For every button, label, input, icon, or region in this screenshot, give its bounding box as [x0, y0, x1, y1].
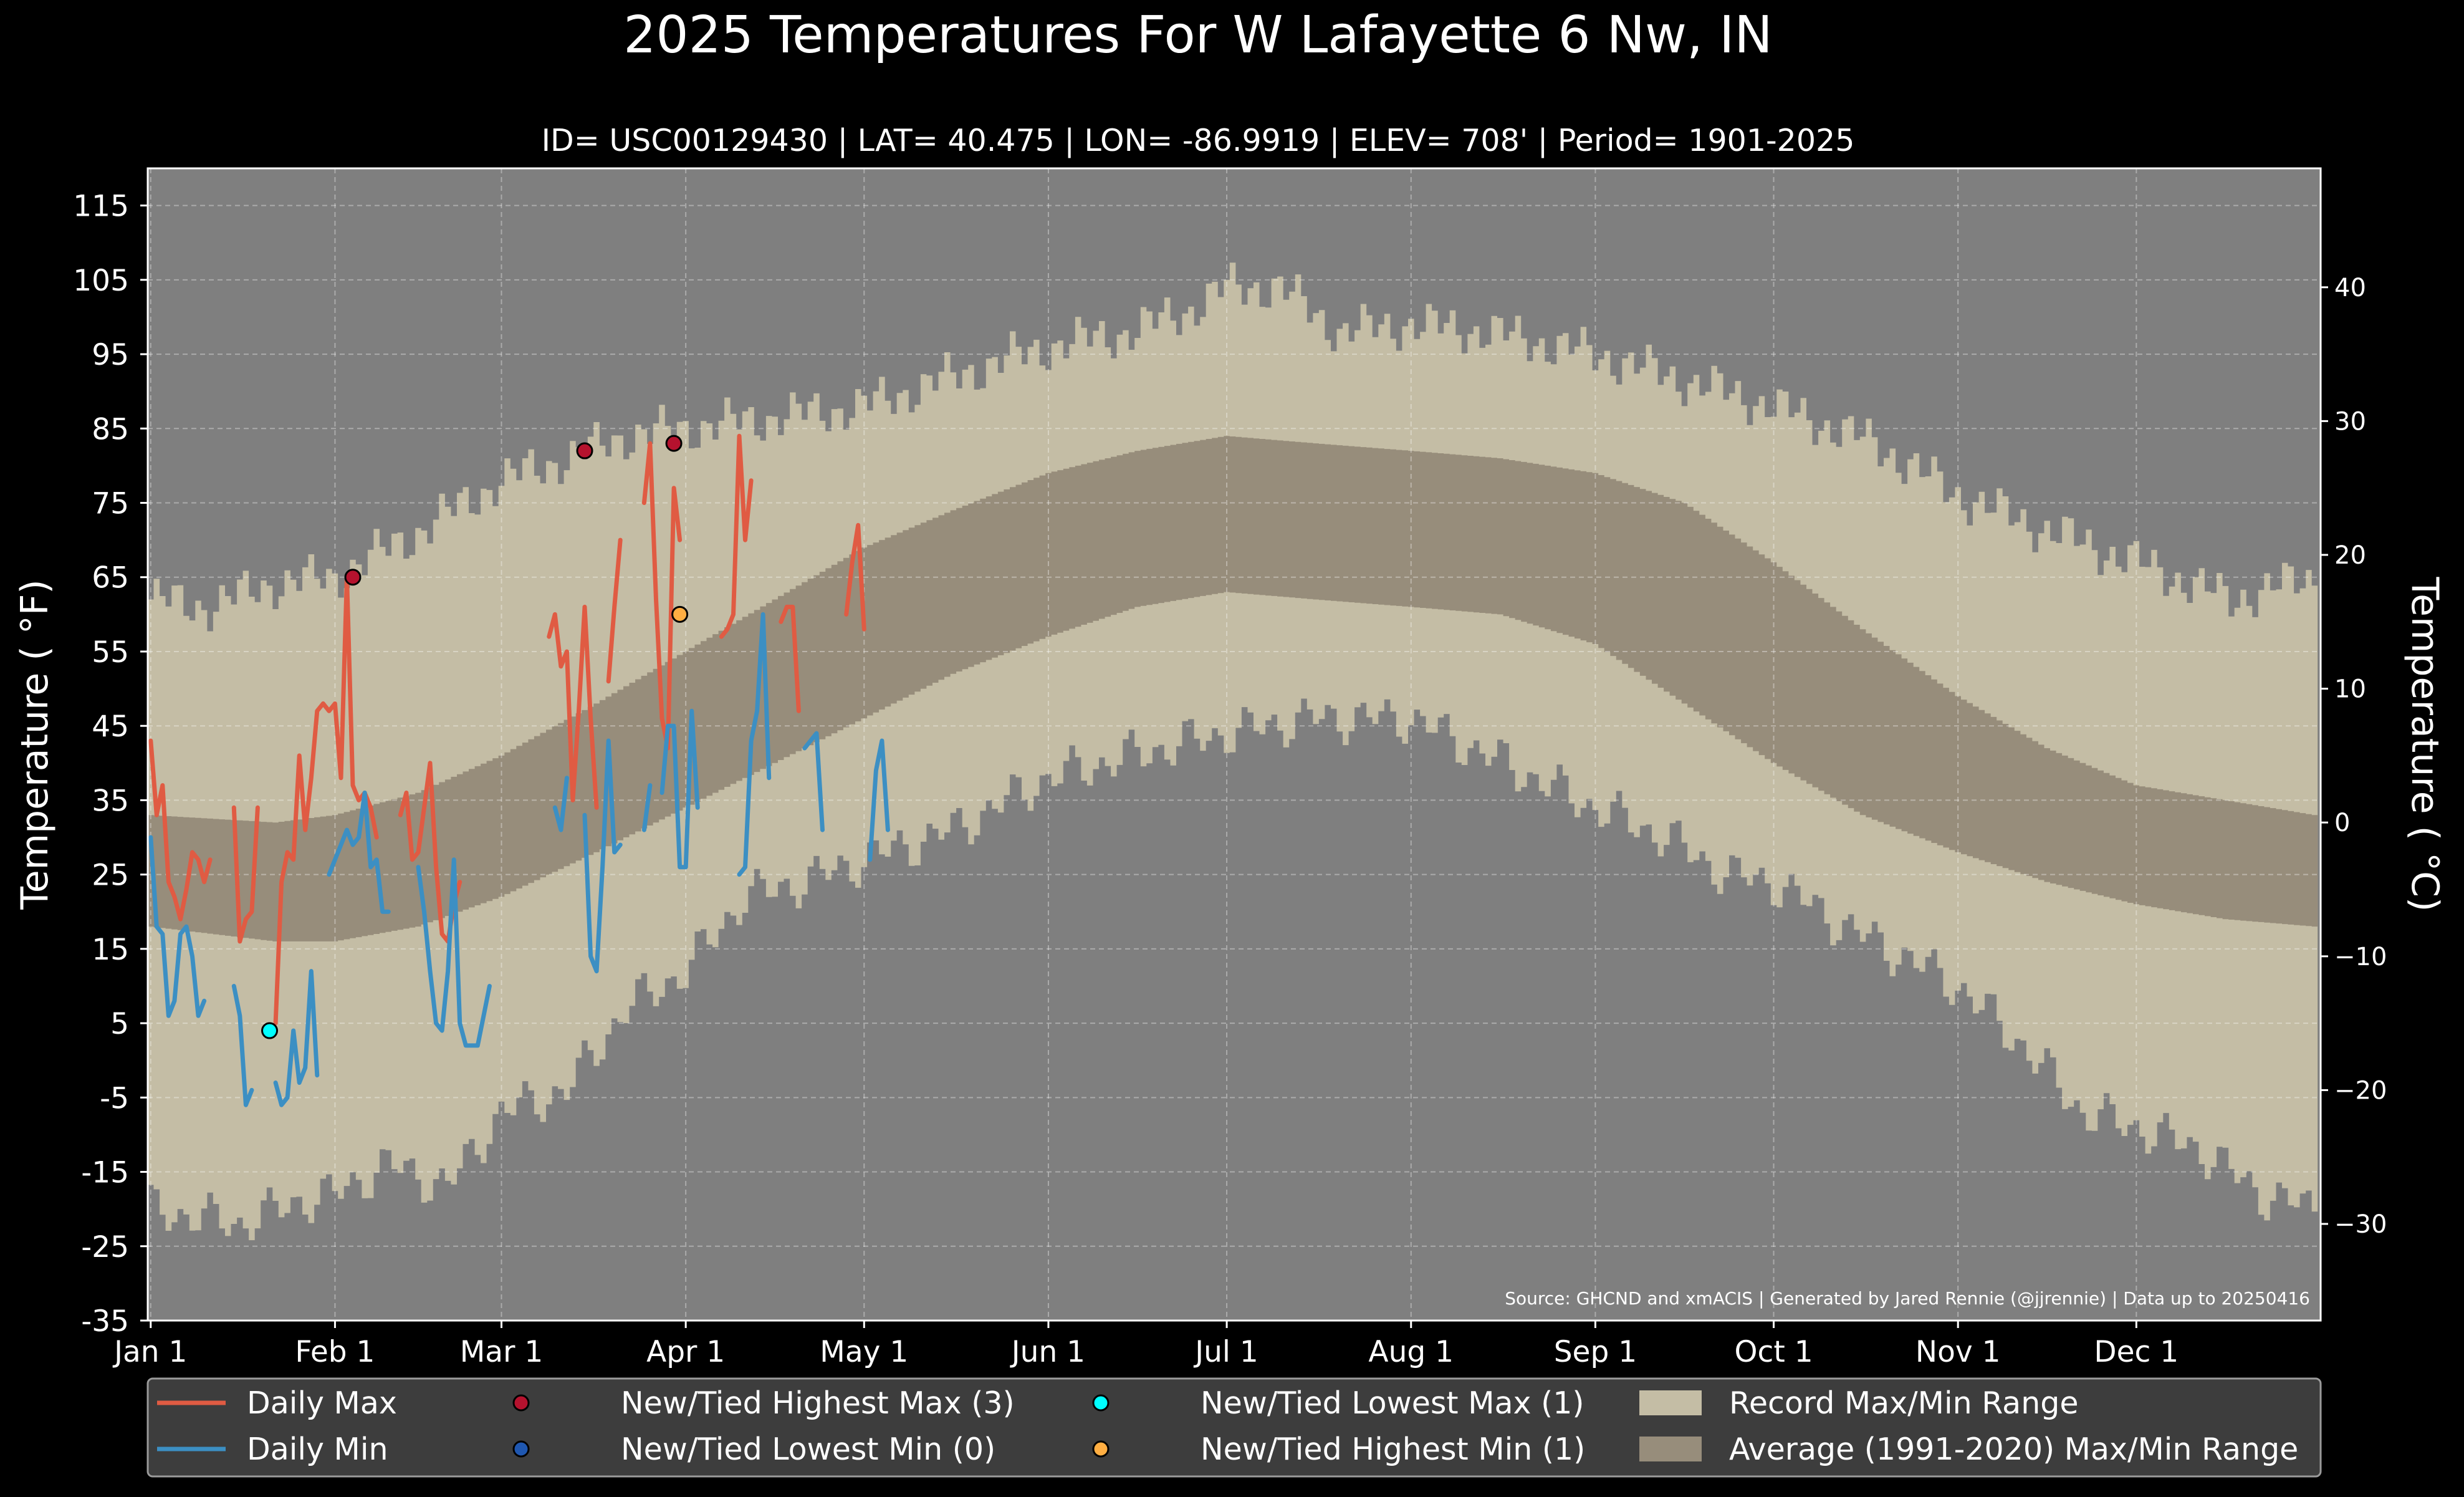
x-tick-label: Apr 1 [646, 1335, 725, 1369]
y-right-tick-label: −20 [2334, 1076, 2387, 1105]
y-axis-right: −30 −20 −10 0 10 20 30 40 [2321, 274, 2387, 1239]
series-line-daily-min [641, 783, 653, 832]
record-range-band [148, 262, 2318, 1241]
series-line-daily-min [868, 738, 890, 862]
series-line-daily-min [231, 984, 254, 1107]
series-line-daily-min [659, 708, 700, 870]
y-right-tick-label: −10 [2334, 943, 2387, 971]
legend-label: New/Tied Highest Max (3) [621, 1385, 1015, 1421]
y-tick-label: 35 [92, 784, 129, 818]
y-tick-label: 85 [92, 412, 129, 446]
series-line-daily-max [273, 575, 379, 1026]
y-tick-label: 55 [92, 635, 129, 670]
y-right-tick-label: 20 [2334, 541, 2366, 570]
y-tick-label: -15 [81, 1156, 129, 1190]
record-points [261, 435, 689, 1039]
average-range-band [148, 436, 2318, 941]
y-tick-label: 95 [92, 338, 129, 372]
y-tick-label: -35 [81, 1304, 129, 1339]
x-tick-label: Aug 1 [1368, 1335, 1454, 1369]
legend-dot-swatch [512, 1440, 530, 1458]
series-line-daily-max [779, 604, 801, 713]
legend-label: Daily Min [247, 1432, 388, 1467]
series-line-daily-min [582, 738, 623, 974]
x-tick-label: Jun 1 [1010, 1335, 1085, 1369]
y-right-tick-label: −30 [2334, 1210, 2387, 1239]
source-note: Source: GHCND and xmACIS | Generated by … [1505, 1288, 2310, 1309]
y-tick-label: 15 [92, 933, 129, 967]
y-right-tick-label: 40 [2334, 274, 2366, 302]
y-tick-label: -5 [100, 1081, 129, 1115]
x-tick-label: Mar 1 [460, 1335, 544, 1369]
legend-label: Record Max/Min Range [1729, 1385, 2079, 1421]
series-line-daily-max [231, 805, 260, 944]
grid-lines [148, 168, 2321, 1321]
series-line-daily-min [148, 835, 207, 1018]
series-line-daily-min [802, 731, 825, 832]
legend-label: New/Tied Highest Min (1) [1201, 1432, 1585, 1467]
legend-dot-swatch [1092, 1440, 1110, 1458]
average-band-area [148, 436, 2318, 941]
record-point [576, 442, 593, 460]
y-right-tick-label: 30 [2334, 407, 2366, 436]
series-line-daily-max [844, 522, 866, 632]
y-tick-label: 115 [73, 190, 129, 224]
y-tick-label: 105 [73, 264, 129, 298]
legend-patch-swatch [1639, 1437, 1702, 1461]
series-line-daily-max [641, 441, 683, 751]
x-tick-label: Dec 1 [2094, 1335, 2179, 1369]
x-tick-label: May 1 [820, 1335, 908, 1369]
x-tick-label: Jul 1 [1193, 1335, 1258, 1369]
y-tick-label: 25 [92, 859, 129, 893]
x-tick-label: Sep 1 [1554, 1335, 1637, 1369]
series-line-daily-max [148, 738, 213, 922]
y-tick-label: 65 [92, 561, 129, 595]
y-tick-label: 45 [92, 710, 129, 744]
legend-dot-swatch [1092, 1394, 1110, 1412]
series-line-daily-min [416, 857, 492, 1048]
x-axis: Jan 1 Feb 1 Mar 1 Apr 1 May 1 Jun 1 Jul 1 Aug 1… [112, 1321, 2179, 1369]
legend-patch-swatch [1639, 1390, 1702, 1415]
x-tick-label: Nov 1 [1915, 1335, 2001, 1369]
record-band-area [148, 262, 2318, 1241]
y-tick-label: 5 [110, 1007, 129, 1041]
x-tick-label: Oct 1 [1734, 1335, 1813, 1369]
y-axis-left-label: Temperature ( °F) [13, 579, 57, 910]
legend-label: New/Tied Lowest Min (0) [621, 1432, 995, 1467]
y-tick-label: 75 [92, 487, 129, 521]
legend-label: New/Tied Lowest Max (1) [1201, 1385, 1584, 1421]
chart-title: 2025 Temperatures For W Lafayette 6 Nw, … [623, 6, 1772, 65]
y-axis-right-label: Temperature ( °C) [2403, 577, 2447, 912]
plot-frame [146, 167, 2322, 1322]
legend-label: Average (1991-2020) Max/Min Range [1729, 1432, 2298, 1467]
record-point [671, 605, 689, 623]
x-tick-label: Jan 1 [112, 1335, 187, 1369]
series-line-daily-min [552, 776, 569, 832]
legend-box [146, 1377, 2322, 1478]
chart-subtitle: ID= USC00129430 | LAT= 40.475 | LON= -86… [542, 123, 1855, 158]
series-line-daily-min [327, 791, 391, 914]
y-right-tick-label: 0 [2334, 809, 2350, 837]
series-line-daily-max [547, 604, 599, 810]
daily-lines [148, 433, 890, 1107]
y-axis-left: -35 -25 -15 -5 5 15 25 35 45 55 65 75 85 95 105 115 [73, 190, 148, 1339]
legend-label: Daily Max [247, 1385, 397, 1421]
y-tick-label: -25 [81, 1230, 129, 1264]
record-point [344, 569, 362, 586]
series-line-daily-min [737, 612, 772, 877]
record-point [665, 435, 683, 452]
legend: Daily Max Daily Min New/Tied Highest Max (… [146, 1377, 2322, 1478]
series-line-daily-max [719, 433, 754, 639]
legend-dot-swatch [512, 1394, 530, 1412]
record-point [261, 1022, 279, 1039]
y-right-tick-label: 10 [2334, 675, 2366, 704]
series-line-daily-max [606, 537, 623, 684]
x-tick-label: Feb 1 [295, 1335, 375, 1369]
series-line-daily-min [273, 969, 320, 1107]
